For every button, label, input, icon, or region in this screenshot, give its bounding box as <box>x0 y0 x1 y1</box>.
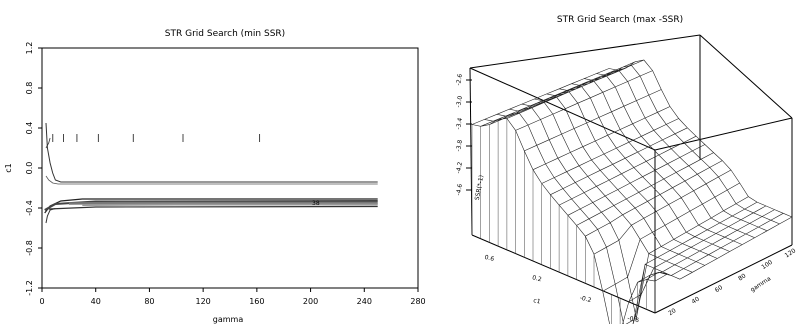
x-tick-label: 120 <box>196 297 211 306</box>
z-axis-ticks: -2.6 -3.0 -3.4 -3.8 -4.2 -4.6 <box>455 73 472 196</box>
gamma-tick-label: 100 <box>760 259 774 271</box>
box-edge <box>469 67 656 151</box>
surface-curtain-lines <box>471 118 656 324</box>
z-tick-label: -2.6 <box>455 73 464 86</box>
c1-tick-label: 0.2 <box>531 274 542 283</box>
contour-plot-frame <box>41 47 419 289</box>
surface-grid-lines <box>471 59 793 324</box>
x-axis-label: gamma <box>213 315 244 324</box>
contour-line <box>45 137 51 149</box>
x-tick-label: 40 <box>91 297 101 306</box>
c1-axis-label: c1 <box>533 297 542 306</box>
box-edge <box>469 34 701 69</box>
surface-chart-title: STR Grid Search (max -SSR) <box>557 15 683 25</box>
box-edge <box>699 34 793 119</box>
c1-tick-marks <box>52 134 261 142</box>
box-edge <box>654 244 793 314</box>
x-tick-label: 240 <box>357 297 372 306</box>
y-axis-ticks: 1.2 0.8 0.4 0.0 -0.4 -0.8 -1.2 <box>25 42 42 296</box>
z-tick-label: -3.4 <box>455 117 464 130</box>
contour-level-label: 38 <box>312 200 320 207</box>
gamma-tick-label: 40 <box>691 296 701 306</box>
gamma-tick-label: 20 <box>667 307 677 317</box>
contour-line <box>48 205 378 210</box>
x-tick-label: 160 <box>249 297 264 306</box>
surface-box <box>469 34 793 314</box>
z-tick-label: -4.6 <box>455 183 464 196</box>
gamma-tick-label: 80 <box>737 272 747 282</box>
y-tick-label: -0.4 <box>25 200 34 216</box>
contour-band <box>82 203 378 206</box>
y-tick-label: -0.8 <box>25 240 34 256</box>
contour-lines <box>44 122 378 224</box>
x-tick-label: 280 <box>410 297 425 306</box>
y-tick-label: 0.4 <box>25 122 34 135</box>
c1-tick-label: 0.6 <box>484 254 495 263</box>
contour-chart: STR Grid Search (min SSR) 0 40 80 120 160 200… <box>4 29 426 324</box>
x-tick-label: 80 <box>144 297 154 306</box>
contour-line <box>45 175 378 185</box>
surface-mesh <box>471 59 793 324</box>
x-tick-label: 200 <box>303 297 318 306</box>
surface-chart: STR Grid Search (max -SSR) -2.6-3.0-3.4-… <box>455 15 797 324</box>
c1-tick-label: -0.2 <box>579 295 592 305</box>
gamma-tick-label: 60 <box>714 284 724 294</box>
z-tick-label: -4.2 <box>455 161 464 174</box>
c1-axis-ticks: 0.6 0.2 -0.2 -0.6 <box>484 254 640 324</box>
y-tick-label: 1.2 <box>25 42 34 55</box>
z-tick-label: -3.8 <box>455 139 464 152</box>
y-axis-label: c1 <box>4 163 13 173</box>
x-axis-ticks: 0 40 80 120 160 200 240 280 <box>39 288 426 306</box>
box-edge <box>471 234 656 314</box>
contour-band <box>68 201 378 205</box>
y-tick-label: 0.0 <box>25 162 34 175</box>
y-tick-label: -1.2 <box>25 280 34 296</box>
y-tick-label: 0.8 <box>25 82 34 95</box>
c1-tick-label: -0.6 <box>627 315 640 324</box>
z-tick-label: -3.0 <box>455 95 464 108</box>
gamma-axis-ticks: 20 40 60 80 100 120 <box>667 247 797 317</box>
box-edge <box>654 117 793 151</box>
x-tick-label: 0 <box>39 297 44 306</box>
contour-line <box>45 122 378 183</box>
contour-line <box>45 208 56 224</box>
contour-chart-title: STR Grid Search (min SSR) <box>165 29 285 39</box>
gamma-tick-label: 120 <box>784 247 798 259</box>
z-axis-label: SSR(*-1) <box>474 175 485 201</box>
box-edge <box>469 67 473 236</box>
gamma-axis-label: gamma <box>749 275 772 293</box>
